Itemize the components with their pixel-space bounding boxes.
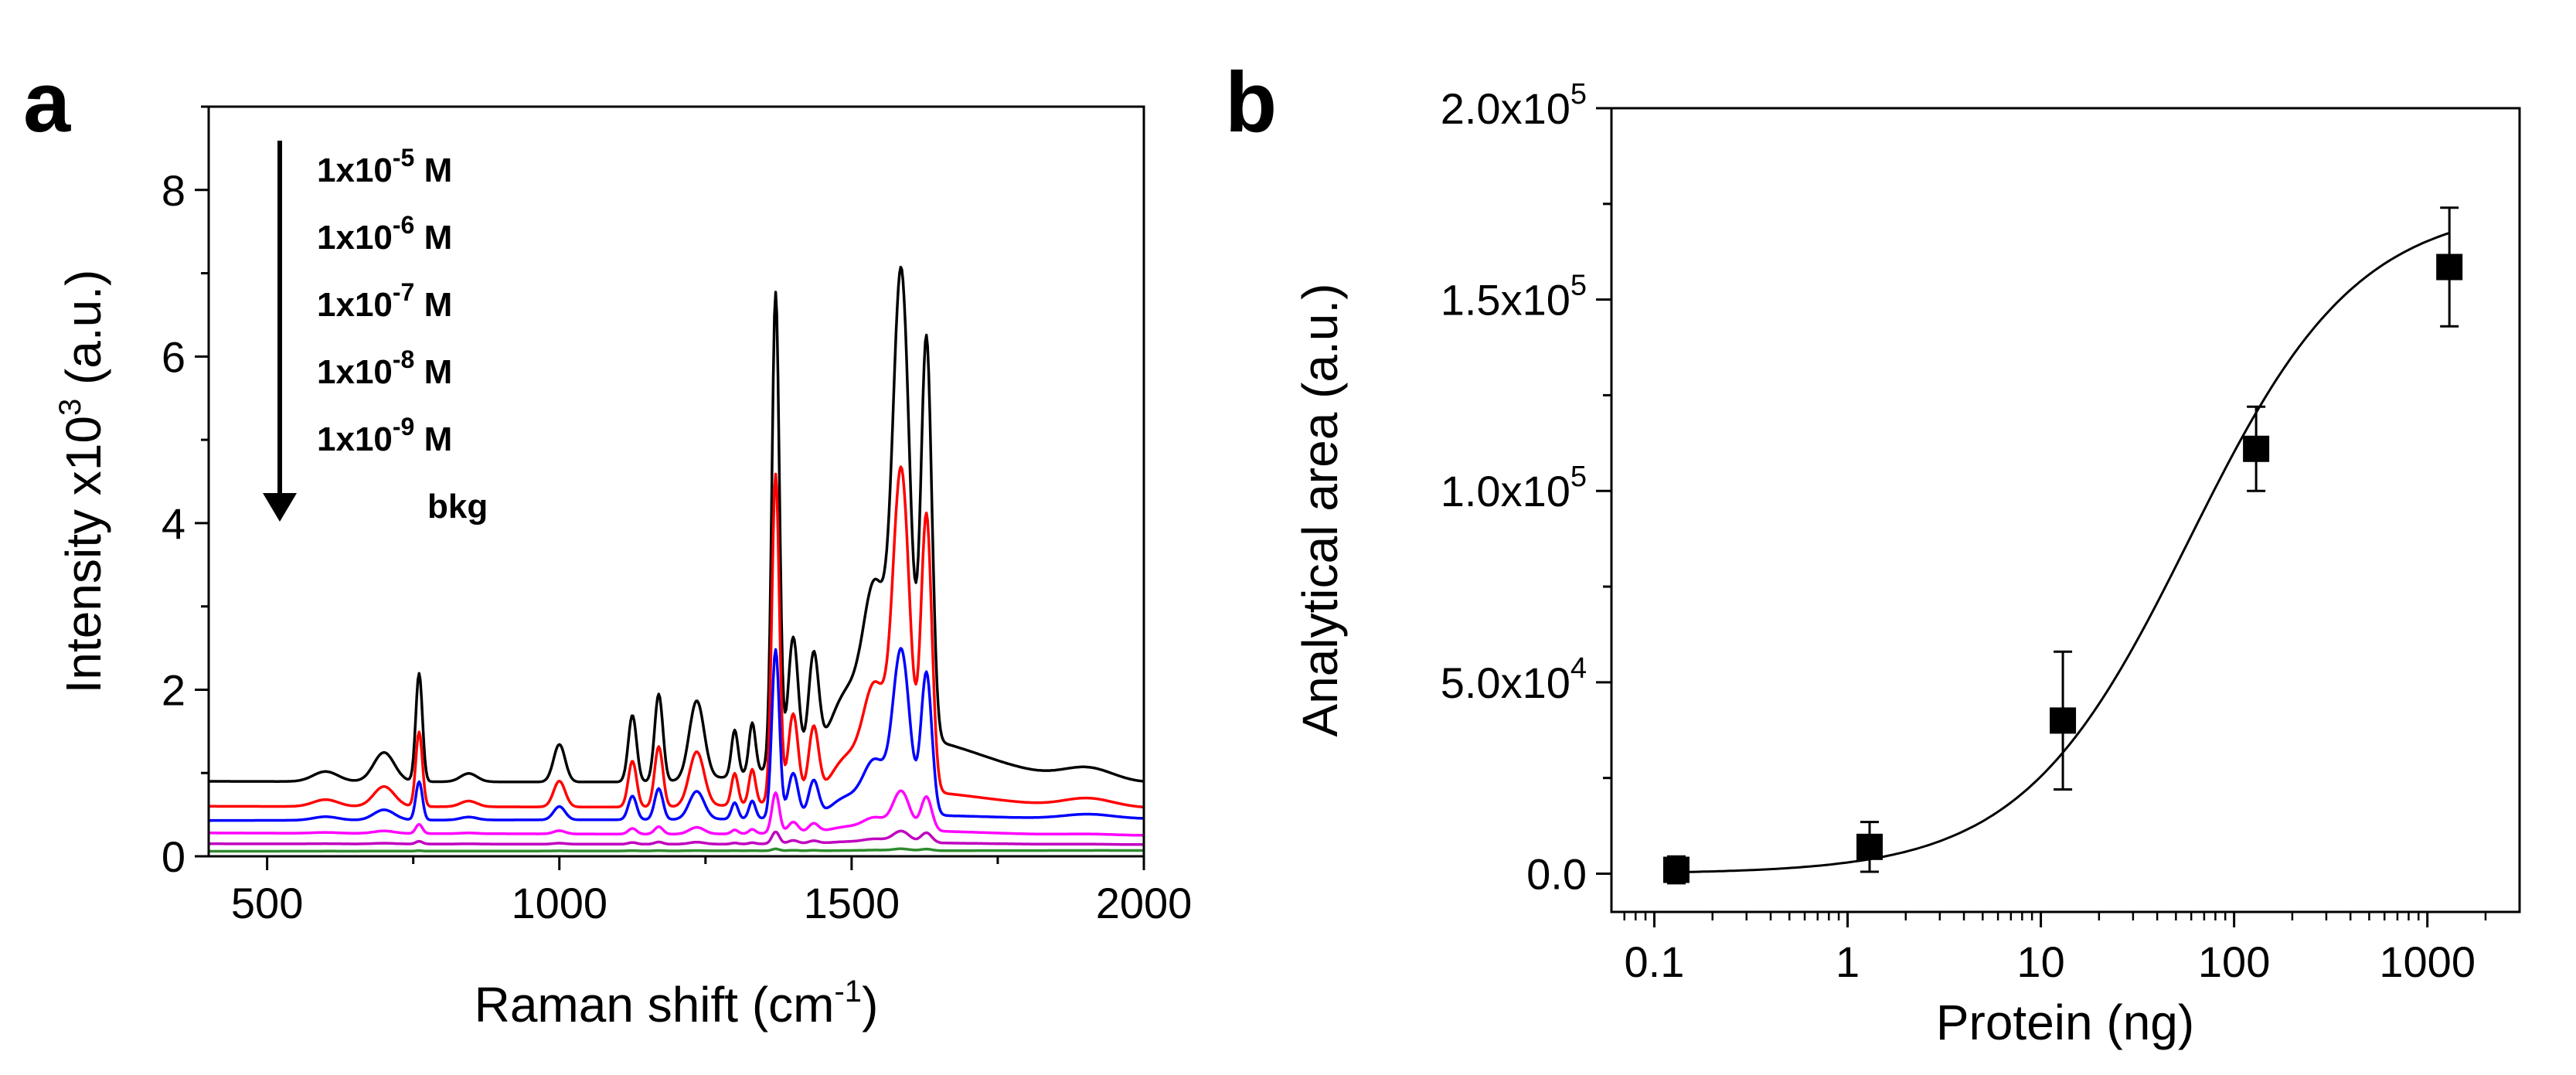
panel-a-x-tick-label: 1500: [804, 879, 900, 927]
panel-a-x-axis-title: Raman shift (cm-1): [475, 975, 879, 1032]
legend-arrow-head-icon: [263, 493, 297, 522]
legend-label-bkg: bkg: [427, 488, 488, 526]
panel-b-y-tick-label: 0.0: [1526, 849, 1587, 898]
panel-a-y-tick-label: 8: [162, 166, 185, 215]
panel-b-x-tick-label: 1000: [2379, 937, 2476, 986]
panel-b-y-tick-label: 1.0x105: [1441, 461, 1587, 515]
panel-b-letter: b: [1225, 55, 1277, 150]
panel-b-y-tick-label: 2.0x105: [1441, 78, 1587, 133]
legend-label-1e-7: 1x10-7 M: [317, 278, 452, 324]
panel-b-y-axis-title: Analytical area (a.u.): [1292, 284, 1348, 737]
panel-b-ticks: 0.1 1 10 100 1000 0.0 5.0x104 1.0x105 1.5x105 2.0…: [1441, 78, 2487, 986]
panel-b-plot-frame: [1610, 107, 2521, 913]
legend-label-1e-5: 1x10-5 M: [317, 144, 452, 189]
panel-a-y-axis-title: Intensity x103 (a.u.): [53, 270, 111, 694]
data-point-2: [1856, 833, 1884, 860]
panel-b-x-axis-title: Protein (ng): [1936, 995, 2194, 1050]
panel-a-x-tick-label: 1000: [511, 879, 607, 927]
spectrum-line-1: [209, 265, 1144, 784]
panel-b-chart: 0.1 1 10 100 1000 0.0 5.0x104 1.0x105 1.5x105 2.0…: [1292, 78, 2521, 1050]
spectrum-line-5: [209, 829, 1144, 846]
panel-b-x-tick-label: 10: [2016, 937, 2064, 986]
spectrum-line-3: [209, 647, 1144, 822]
legend-label-1e-8: 1x10-8 M: [317, 345, 452, 391]
panel-a-y-tick-label: 4: [162, 499, 185, 548]
panel-a-x-tick-label: 500: [231, 879, 303, 927]
panel-a-plot-frame: [207, 105, 1145, 858]
panel-b-x-tick-label: 1: [1836, 937, 1860, 986]
panel-a-chart: 500 1000 1500 2000 0 2 4 6 8 1x10-5 M 1x10-6 M 1…: [53, 105, 1193, 1032]
legend-label-1e-9: 1x10-9 M: [317, 413, 452, 458]
panel-a-ticks: 500 1000 1500 2000 0 2 4 6 8: [162, 105, 1193, 927]
data-point-3: [2050, 707, 2077, 734]
panel-b-x-tick-label: 0.1: [1625, 937, 1685, 986]
spectrum-line-6: [209, 847, 1144, 853]
panel-a-y-tick-label: 0: [162, 832, 185, 881]
panel-a-y-tick-label: 6: [162, 332, 185, 381]
panel-b-y-tick-label: 1.5x105: [1441, 270, 1587, 325]
panel-a-series-group: [209, 265, 1144, 853]
panel-b-data-points: [1662, 206, 2463, 885]
legend-label-1e-6: 1x10-6 M: [317, 211, 452, 257]
panel-b-x-tick-label: 100: [2198, 937, 2270, 986]
data-point-4: [2243, 435, 2270, 462]
panel-b-y-tick-label: 5.0x104: [1441, 652, 1587, 707]
spectrum-line-4: [209, 789, 1144, 837]
data-point-1: [1662, 856, 1690, 883]
panel-a-letter: a: [23, 55, 71, 150]
panel-a-x-tick-label: 2000: [1096, 879, 1193, 927]
spectrum-line-2: [209, 465, 1144, 809]
panel-a-y-tick-label: 2: [162, 665, 185, 714]
data-point-5: [2436, 253, 2463, 281]
